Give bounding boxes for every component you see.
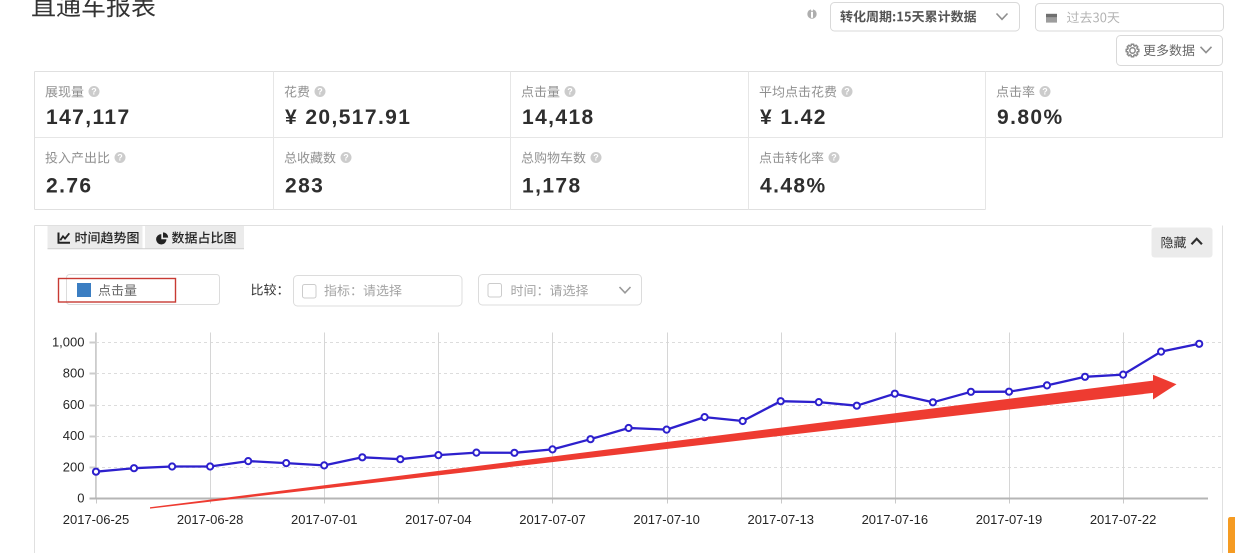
svg-text:147,117: 147,117: [46, 106, 131, 129]
svg-text:4.48%: 4.48%: [760, 175, 827, 198]
svg-text:2017-07-19: 2017-07-19: [976, 512, 1043, 527]
svg-text:2017-06-25: 2017-06-25: [63, 512, 130, 527]
svg-text:?: ?: [567, 87, 573, 97]
svg-text:2017-07-13: 2017-07-13: [747, 512, 814, 527]
svg-text:2017-07-01: 2017-07-01: [291, 512, 358, 527]
svg-text:?: ?: [91, 87, 97, 97]
svg-text:200: 200: [63, 459, 85, 474]
svg-text:400: 400: [63, 428, 85, 443]
svg-text:2017-07-10: 2017-07-10: [633, 512, 700, 527]
svg-text:?: ?: [343, 153, 349, 163]
svg-text:?: ?: [593, 153, 599, 163]
svg-text:2017-07-22: 2017-07-22: [1090, 512, 1157, 527]
svg-text:?: ?: [117, 153, 123, 163]
svg-text:1,000: 1,000: [52, 335, 85, 350]
svg-text:0: 0: [77, 491, 84, 506]
svg-text:9.80%: 9.80%: [997, 106, 1064, 129]
svg-text:800: 800: [63, 366, 85, 381]
svg-text:2017-07-07: 2017-07-07: [519, 512, 586, 527]
svg-text:¥ 1.42: ¥ 1.42: [760, 106, 827, 129]
svg-text:14,418: 14,418: [522, 106, 595, 129]
svg-text:2.76: 2.76: [46, 175, 92, 198]
svg-text:¥ 20,517.91: ¥ 20,517.91: [285, 106, 411, 129]
svg-text:283: 283: [285, 175, 324, 198]
svg-text:1,178: 1,178: [522, 175, 582, 198]
svg-text:600: 600: [63, 397, 85, 412]
svg-text:2017-07-04: 2017-07-04: [405, 512, 472, 527]
svg-text:?: ?: [1042, 87, 1048, 97]
svg-text:?: ?: [831, 153, 837, 163]
svg-text:2017-07-16: 2017-07-16: [862, 512, 929, 527]
svg-text:2017-06-28: 2017-06-28: [177, 512, 244, 527]
svg-text:?: ?: [844, 87, 850, 97]
svg-text:?: ?: [317, 87, 323, 97]
